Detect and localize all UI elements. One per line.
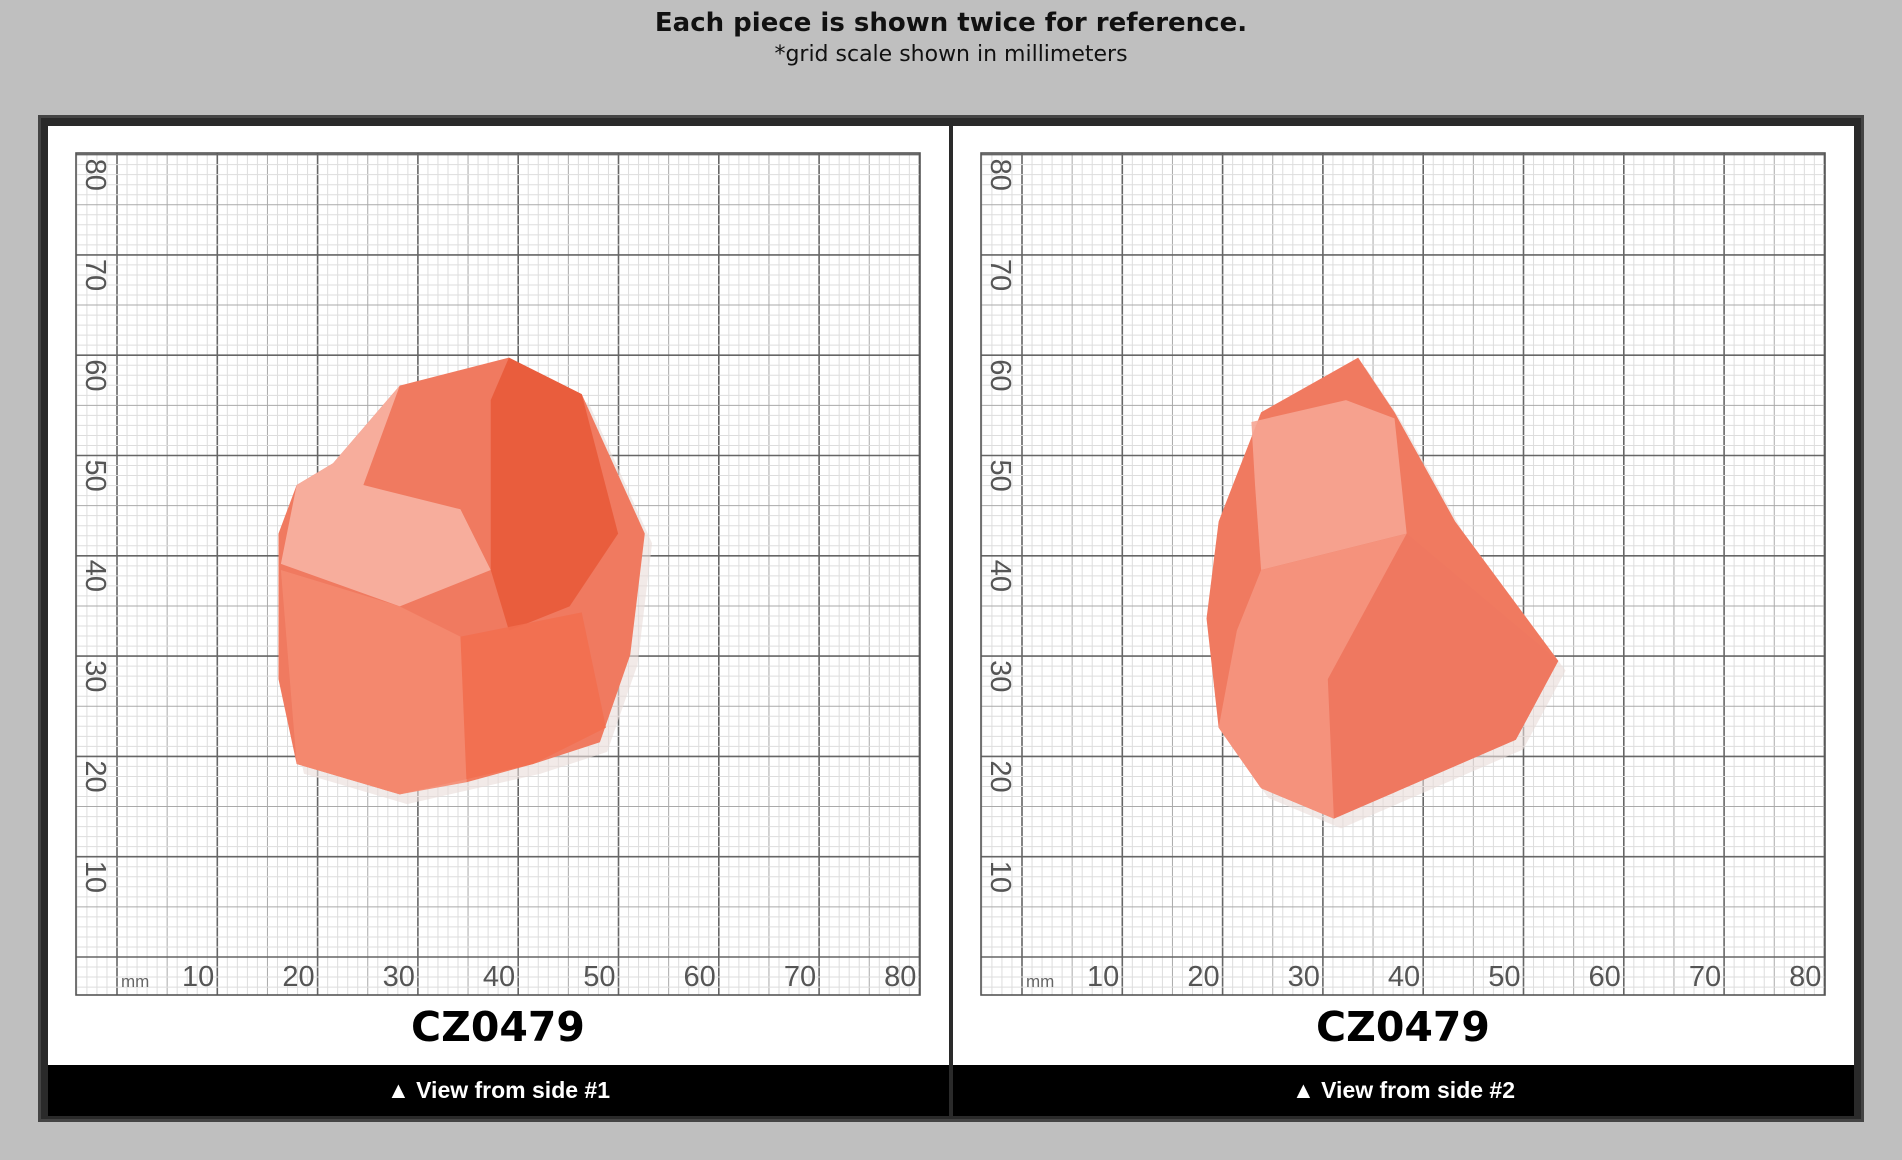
photo-panel: mm 10 20 30 40 50 60 70 80 10 20 30 40 50 60 70 80 CZ0479 (953, 126, 1854, 1065)
x-scale-label: 60 (684, 961, 716, 993)
y-scale-label: 30 (984, 660, 1016, 692)
crystal-facet (1327, 533, 1559, 819)
piece-code: CZ0479 (1316, 1003, 1490, 1051)
y-scale-label: 10 (79, 861, 111, 893)
y-scale-label: 40 (984, 560, 1016, 592)
caption: ▲ View from side #1 (48, 1065, 949, 1116)
y-scale-label: 50 (79, 460, 111, 492)
x-scale-label: 10 (182, 961, 214, 993)
grid-border (980, 152, 1826, 996)
y-scale-label: 80 (984, 159, 1016, 191)
title: Each piece is shown twice for reference. (654, 8, 1248, 38)
x-scale-label: 20 (1187, 961, 1219, 993)
grid-photo: mm 10 20 30 40 50 60 70 80 10 20 30 40 50 60 70 80 CZ0479 (75, 152, 921, 1051)
x-scale-label: 40 (1388, 961, 1420, 993)
y-scale-label: 20 (79, 760, 111, 792)
x-scale-label: 50 (583, 961, 615, 993)
y-scale-label: 20 (984, 760, 1016, 792)
y-scale-label: 80 (79, 159, 111, 191)
y-scale-label: 30 (79, 660, 111, 692)
grid-unit: mm (121, 972, 149, 991)
caption: ▲ View from side #2 (953, 1065, 1854, 1116)
grid-border (75, 152, 921, 996)
x-scale-label: 10 (1087, 961, 1119, 993)
subtitle: *grid scale shown in millimeters (774, 42, 1128, 67)
y-scale-label: 60 (79, 359, 111, 391)
x-scale-label: 80 (884, 961, 916, 993)
x-scale-label: 30 (383, 961, 415, 993)
y-scale-label: 50 (984, 460, 1016, 492)
y-scale-label: 40 (79, 560, 111, 592)
crystal-facet (280, 569, 467, 795)
piece-code: CZ0479 (411, 1003, 585, 1051)
crystal (278, 357, 653, 805)
crystal-facet (1251, 400, 1407, 570)
x-scale-label: 40 (483, 961, 515, 993)
x-scale-label: 20 (282, 961, 314, 993)
crystal-facet (490, 357, 619, 631)
crystal (1206, 357, 1566, 829)
x-scale-label: 80 (1789, 961, 1821, 993)
grid-unit: mm (1026, 972, 1054, 991)
y-scale-label: 10 (984, 861, 1016, 893)
crystal-facet (280, 385, 491, 607)
y-scale-label: 70 (984, 259, 1016, 291)
y-scale-label: 60 (984, 359, 1016, 391)
crystal-facet (1218, 533, 1407, 819)
x-scale-label: 50 (1488, 961, 1520, 993)
x-scale-label: 70 (784, 961, 816, 993)
x-scale-label: 30 (1288, 961, 1320, 993)
grid-photo: mm 10 20 30 40 50 60 70 80 10 20 30 40 50 60 70 80 CZ0479 (980, 152, 1826, 1051)
x-scale-label: 60 (1589, 961, 1621, 993)
crystal-facet (460, 612, 606, 783)
y-scale-label: 70 (79, 259, 111, 291)
x-scale-label: 70 (1689, 961, 1721, 993)
photo-panel: mm 10 20 30 40 50 60 70 80 10 20 30 40 50 60 70 80 CZ0479 (48, 126, 949, 1065)
